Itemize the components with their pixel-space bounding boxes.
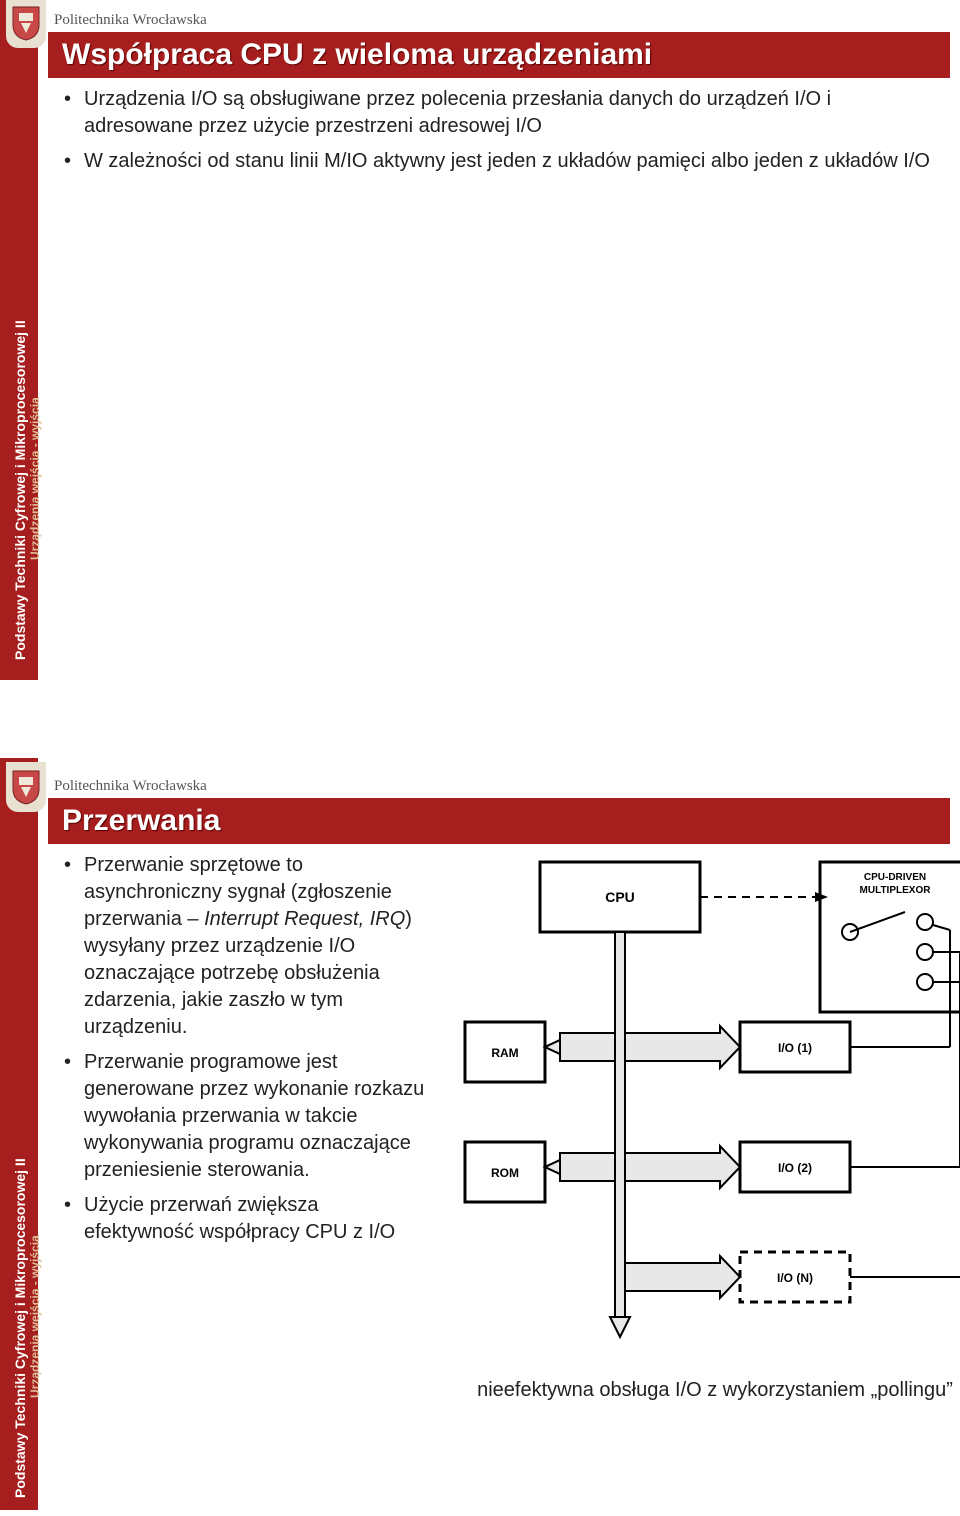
title-bar: Współpraca CPU z wieloma urządzeniami	[48, 32, 950, 78]
slide-title: Przerwania	[62, 804, 936, 838]
cpu-label: CPU	[605, 889, 635, 905]
university-name: Politechnika Wrocławska	[54, 778, 207, 795]
university-logo	[6, 762, 46, 812]
bullet-item: W zależności od stanu linii M/IO aktywny…	[60, 148, 940, 175]
architecture-diagram: CPU CPU-DRIVEN MULTIPLEXOR	[450, 852, 960, 1352]
left-column: Przerwanie sprzętowe to asynchroniczny s…	[60, 852, 430, 1404]
university-logo	[6, 0, 46, 48]
content-area: Urządzenia I/O są obsługiwane przez pole…	[60, 86, 940, 183]
mux-label-2: MULTIPLEXOR	[860, 885, 932, 896]
sidebar-main-text: Podstawy Techniki Cyfrowej i Mikroproces…	[12, 320, 28, 660]
sidebar-sub-text: Urządzenia wejścia - wyjścia	[28, 397, 42, 560]
rom-label: ROM	[491, 1166, 519, 1180]
content-area: Przerwanie sprzętowe to asynchroniczny s…	[60, 852, 940, 1404]
diagram-caption: nieefektywna obsługa I/O z wykorzystanie…	[450, 1377, 960, 1404]
slide-2: Podstawy Techniki Cyfrowej i Mikroproces…	[0, 758, 960, 1516]
bullet-list: Urządzenia I/O są obsługiwane przez pole…	[60, 86, 940, 175]
slide-title: Współpraca CPU z wieloma urządzeniami	[62, 38, 936, 72]
sidebar: Podstawy Techniki Cyfrowej i Mikroproces…	[0, 758, 38, 1510]
two-column-layout: Przerwanie sprzętowe to asynchroniczny s…	[60, 852, 940, 1404]
bullet-list: Przerwanie sprzętowe to asynchroniczny s…	[60, 852, 430, 1246]
shield-icon	[11, 769, 41, 805]
slide-1: Podstawy Techniki Cyfrowej i Mikroproces…	[0, 0, 960, 758]
ram-label: RAM	[491, 1046, 518, 1060]
bullet-item: Przerwanie programowe jest generowane pr…	[60, 1049, 430, 1184]
sidebar-main-text: Podstawy Techniki Cyfrowej i Mikroproces…	[12, 1158, 28, 1498]
io2-label: I/O (2)	[778, 1161, 812, 1175]
sidebar: Podstawy Techniki Cyfrowej i Mikroproces…	[0, 0, 38, 680]
university-name: Politechnika Wrocławska	[54, 12, 207, 29]
io1-label: I/O (1)	[778, 1041, 812, 1055]
italic-text: Interrupt Request, IRQ	[204, 908, 405, 930]
mux-label-1: CPU-DRIVEN	[864, 872, 926, 883]
right-column: CPU CPU-DRIVEN MULTIPLEXOR	[450, 852, 960, 1404]
bullet-item: Urządzenia I/O są obsługiwane przez pole…	[60, 86, 940, 140]
shield-icon	[11, 5, 41, 41]
ion-label: I/O (N)	[777, 1271, 813, 1285]
title-bar: Przerwania	[48, 798, 950, 844]
bullet-item: Użycie przerwań zwiększa efektywność wsp…	[60, 1192, 430, 1246]
sidebar-sub-text: Urządzenia wejścia - wyjścia	[28, 1235, 42, 1398]
bullet-item: Przerwanie sprzętowe to asynchroniczny s…	[60, 852, 430, 1041]
